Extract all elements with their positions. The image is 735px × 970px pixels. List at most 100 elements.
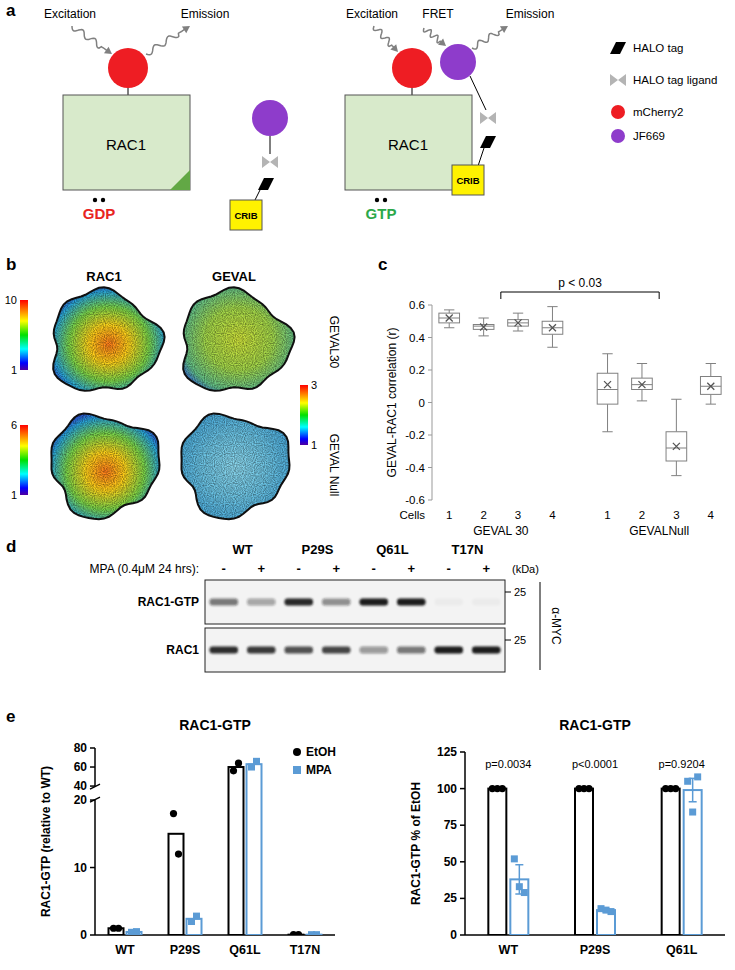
protein-label: RAC1 (106, 136, 146, 153)
y-tick-label: 60 (74, 760, 88, 774)
bar (575, 789, 593, 935)
y-tick-label: 0 (419, 397, 425, 409)
y-axis-label: RAC1-GTP % of EtOH (409, 782, 423, 905)
legend-halo-ligand (610, 74, 626, 86)
colorbar-tick: 1 (11, 364, 17, 376)
group-label: GEVALNull (629, 524, 689, 538)
emission-arrow-head (500, 26, 508, 33)
image-texture (172, 285, 297, 400)
whisker-low (710, 394, 711, 404)
marker-tick (505, 640, 511, 641)
panel-label: d (6, 537, 16, 556)
image-texture (42, 408, 167, 523)
mean-marker (446, 315, 453, 322)
panel-label: c (378, 255, 387, 274)
legend-label: mCherry2 (633, 106, 683, 118)
colorbar-tick: 3 (311, 379, 317, 391)
x-tick-label: 3 (673, 509, 679, 521)
emission-arrow (146, 28, 187, 55)
whisker-high (483, 318, 484, 325)
band (322, 598, 351, 605)
blot-strip (205, 628, 505, 672)
whisker-cap (444, 327, 454, 328)
legend-label: JF669 (633, 130, 665, 142)
y-tick (428, 467, 432, 468)
panel-label: a (6, 1, 16, 20)
whisker-high (641, 364, 642, 379)
x-tick-label: 4 (708, 509, 715, 521)
bar-chart: 0255075100125RAC1-GTPRAC1-GTP % of EtOHW… (409, 717, 725, 957)
panel-a: ExcitationEmissionRAC1GDPCRIBExcitationF… (44, 7, 717, 230)
band (210, 598, 239, 605)
whisker-cap (671, 475, 681, 476)
x-tick-label: T17N (290, 943, 321, 957)
bar (169, 834, 184, 935)
column-label: RAC1 (86, 269, 121, 284)
phosphate-dot (93, 198, 97, 202)
whisker-low (676, 461, 677, 476)
treatment-sign: + (482, 561, 490, 576)
rac1-fold (170, 170, 190, 190)
p-value: p=0.0034 (485, 758, 531, 770)
y-tick (460, 788, 465, 790)
emission-arrow (472, 28, 505, 49)
fret-label: FRET (422, 7, 454, 21)
axis-break (90, 797, 100, 802)
y-tick-label: 0.2 (409, 364, 425, 376)
row-label: RAC1-GTP (138, 595, 199, 609)
y-axis-label: GEVAL-RAC1 correlation (r) (385, 328, 399, 478)
phosphate-dot (383, 198, 387, 202)
image-texture (42, 285, 167, 400)
colorbar-tick: 1 (11, 489, 17, 501)
y-tick (460, 861, 465, 863)
axis-break (90, 784, 100, 789)
band (247, 598, 276, 605)
x-tick-label: 3 (515, 509, 521, 521)
y-tick-label: -0.4 (405, 462, 425, 474)
treatment-sign: - (372, 561, 376, 576)
antibody-label: α-MYC (549, 607, 563, 645)
treatment-sign: + (407, 561, 415, 576)
figure: abcdeExcitationEmissionRAC1GDPCRIBExcita… (0, 0, 735, 970)
legend-marker (293, 748, 301, 756)
excitation-label: Excitation (44, 7, 96, 21)
x-tick-label: 2 (639, 509, 645, 521)
box (508, 320, 529, 327)
plot-area (109, 758, 322, 935)
point (689, 809, 696, 816)
band (397, 646, 426, 653)
phosphate-dot (101, 198, 105, 202)
p-value: p=0.9204 (659, 758, 705, 770)
box (597, 373, 618, 404)
treatment-label: MPA (0.4μM 24 hrs): (90, 562, 199, 576)
mean-marker (604, 381, 611, 388)
treatment-sign: - (447, 561, 451, 576)
whisker-low (449, 323, 450, 328)
whisker-cap (478, 335, 488, 336)
error-cap (689, 801, 697, 803)
crib-box (452, 165, 484, 195)
colorbar-tick: 10 (5, 294, 17, 306)
box-chart: -0.6-0.4-0.200.20.40.6GEVAL-RAC1 correla… (385, 276, 721, 538)
y-tick (460, 751, 465, 753)
y-tick (460, 934, 465, 936)
bar (229, 767, 244, 935)
x-tick-label: 1 (446, 509, 452, 521)
y-tick-label: -0.2 (405, 429, 425, 441)
box (439, 313, 460, 323)
linker (470, 76, 486, 110)
legend-circle (611, 129, 625, 143)
point (499, 785, 506, 792)
rac1-box (63, 95, 190, 190)
excitation-arrow-head (104, 47, 112, 54)
mean-marker (638, 381, 645, 388)
whisker-cap (602, 431, 612, 432)
whisker-cap (671, 399, 681, 400)
crib-label: CRIB (456, 175, 479, 186)
x-tick-label: WT (115, 943, 135, 957)
point (175, 850, 182, 857)
excitation-arrow-head (390, 44, 398, 52)
whisker-cap (637, 363, 647, 364)
y-tick (428, 305, 432, 306)
mcherry2-circle (392, 48, 432, 88)
